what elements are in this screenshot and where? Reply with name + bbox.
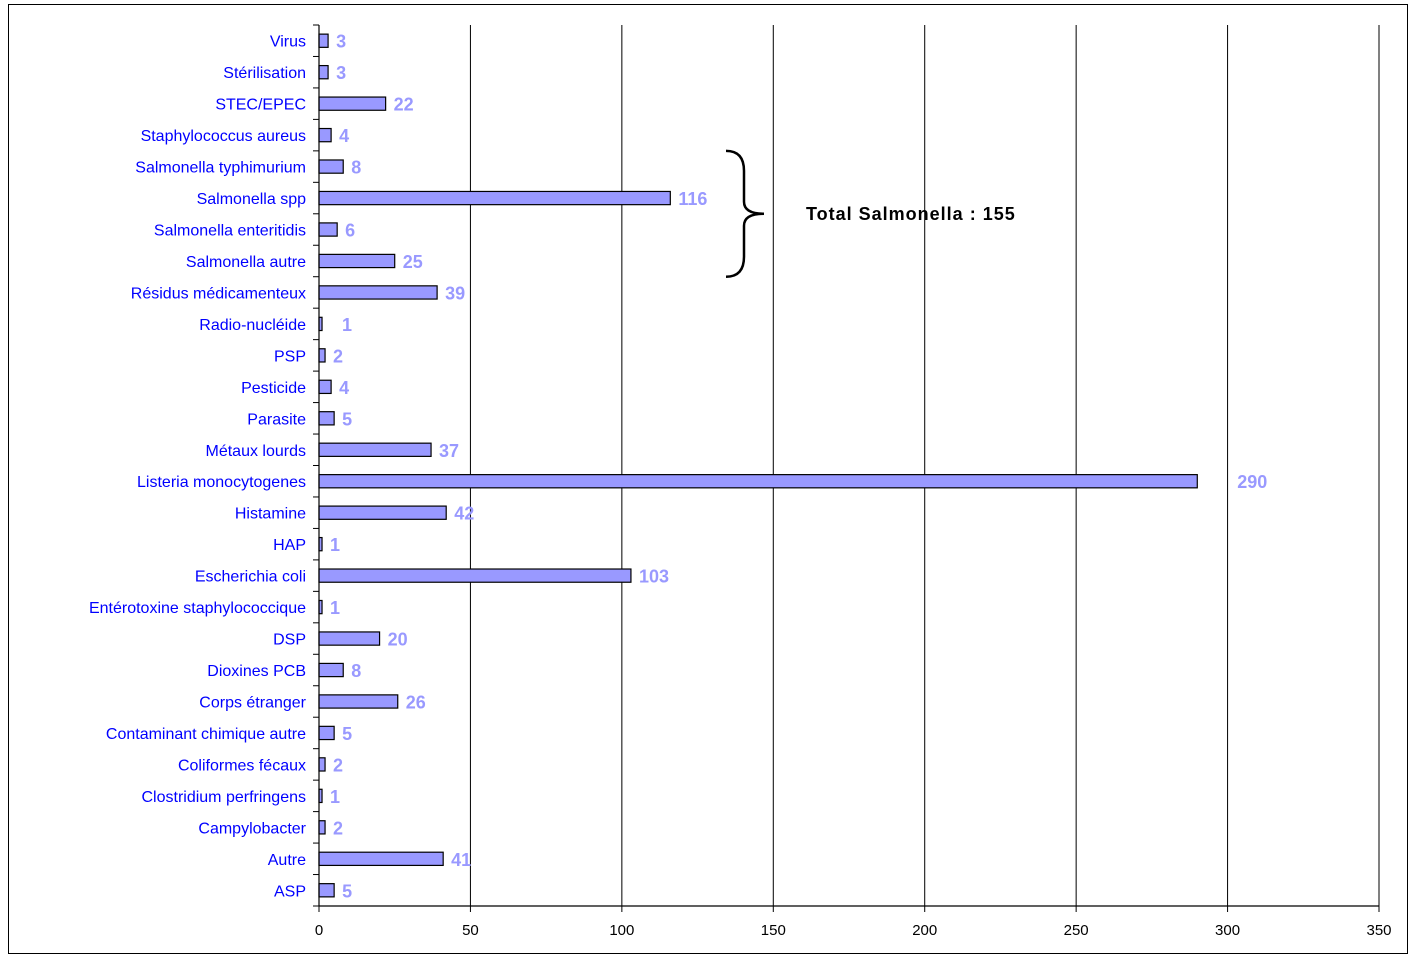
data-label: 39 <box>445 283 465 303</box>
data-label: 116 <box>678 189 707 209</box>
category-label: Salmonella enteritidis <box>154 223 306 240</box>
data-label: 4 <box>339 126 349 146</box>
category-label: DSP <box>273 632 306 649</box>
category-label: Parasite <box>247 411 306 428</box>
data-label: 103 <box>639 567 669 587</box>
data-label: 5 <box>342 409 352 429</box>
bar <box>318 757 326 772</box>
x-tick-labels: 0 50 100 150 200 250 300 350 <box>315 922 1392 939</box>
category-label: Clostridium perfringens <box>141 789 306 806</box>
bar <box>318 285 438 300</box>
category-label: Salmonella autre <box>186 254 306 271</box>
data-label: 8 <box>351 661 361 681</box>
category-label: Radio-nucléide <box>199 317 306 334</box>
data-label: 25 <box>403 252 423 272</box>
annotation-text: Total Salmonella : 155 <box>806 204 1016 224</box>
bar <box>318 631 381 646</box>
bar <box>318 222 338 237</box>
bar <box>318 505 447 520</box>
data-label: 4 <box>339 378 349 398</box>
data-label: 1 <box>342 315 352 335</box>
x-tick-label: 300 <box>1215 922 1240 939</box>
bar <box>318 883 335 898</box>
category-label: Métaux lourds <box>206 443 307 460</box>
category-label: HAP <box>273 537 306 554</box>
gridlines <box>318 25 1380 912</box>
bar <box>318 568 632 583</box>
x-tick-label: 200 <box>912 922 937 939</box>
bar <box>318 253 396 269</box>
axes <box>313 24 1379 907</box>
data-label: 22 <box>394 95 414 115</box>
data-label: 42 <box>454 504 474 524</box>
category-label: Virus <box>270 34 306 51</box>
category-label: Salmonella typhimurium <box>135 160 306 177</box>
x-tick-label: 350 <box>1366 922 1391 939</box>
bar <box>318 379 332 395</box>
x-tick-label: 100 <box>609 922 634 939</box>
data-label: 5 <box>342 881 352 901</box>
category-label: Histamine <box>235 506 306 523</box>
category-label: STEC/EPEC <box>215 97 306 114</box>
data-label: 290 <box>1237 472 1267 492</box>
data-label: 1 <box>330 787 340 807</box>
category-label: Stérilisation <box>223 65 306 82</box>
category-label: Dioxines PCB <box>207 663 306 680</box>
bar-chart: Virus Stérilisation STEC/EPEC Staphylococcu… <box>89 24 1392 939</box>
data-label: 2 <box>333 755 343 775</box>
bar <box>318 662 344 678</box>
category-labels: Virus Stérilisation STEC/EPEC Staphylococcu… <box>89 34 307 901</box>
bar <box>318 442 432 457</box>
category-label: Staphylococcus aureus <box>141 128 306 145</box>
category-label: Contaminant chimique autre <box>106 726 306 743</box>
data-label: 3 <box>336 32 346 52</box>
chart-frame: Virus Stérilisation STEC/EPEC Staphylococcu… <box>8 4 1408 954</box>
category-label: ASP <box>274 883 306 900</box>
data-label: 41 <box>451 850 471 870</box>
bar <box>318 694 399 709</box>
category-label: Coliformes fécaux <box>178 757 306 774</box>
bar <box>318 190 671 206</box>
bar <box>318 820 326 835</box>
x-tick-label: 50 <box>462 922 479 939</box>
bar <box>318 159 344 174</box>
data-label: 1 <box>330 598 340 618</box>
category-label: Escherichia coli <box>195 569 306 586</box>
bar <box>318 411 335 426</box>
data-label: 37 <box>439 441 459 461</box>
bar <box>318 64 329 80</box>
data-label: 6 <box>345 221 355 241</box>
data-label: 3 <box>336 63 346 83</box>
bar <box>318 96 387 111</box>
curly-brace <box>725 149 765 278</box>
category-label: Résidus médicamenteux <box>131 285 306 302</box>
bar <box>318 725 335 741</box>
category-label: Entérotoxine staphylococcique <box>89 600 306 617</box>
bars <box>318 33 1198 898</box>
bar <box>318 851 444 867</box>
bar <box>318 127 332 143</box>
data-label: 20 <box>388 630 408 650</box>
x-tick-label: 150 <box>761 922 786 939</box>
x-tick-label: 0 <box>315 922 323 939</box>
data-label: 2 <box>333 346 343 366</box>
category-label: Corps étranger <box>199 694 306 711</box>
salmonella-annotation: Total Salmonella : 155 <box>725 149 1016 278</box>
category-label: Listeria monocytogenes <box>137 474 306 491</box>
bar <box>318 348 326 363</box>
data-label: 2 <box>333 818 343 838</box>
data-label: 26 <box>406 692 426 712</box>
x-tick-label: 250 <box>1064 922 1089 939</box>
data-labels: 3322481166253912453729042110312082652124… <box>330 32 1267 902</box>
data-label: 1 <box>330 535 340 555</box>
bar <box>318 474 1198 489</box>
category-label: PSP <box>274 348 306 365</box>
data-label: 5 <box>342 724 352 744</box>
category-label: Autre <box>268 852 306 869</box>
category-label: Campylobacter <box>198 820 306 837</box>
data-label: 8 <box>351 158 361 178</box>
category-label: Salmonella spp <box>197 191 307 208</box>
category-label: Pesticide <box>241 380 306 397</box>
bar <box>318 33 329 48</box>
